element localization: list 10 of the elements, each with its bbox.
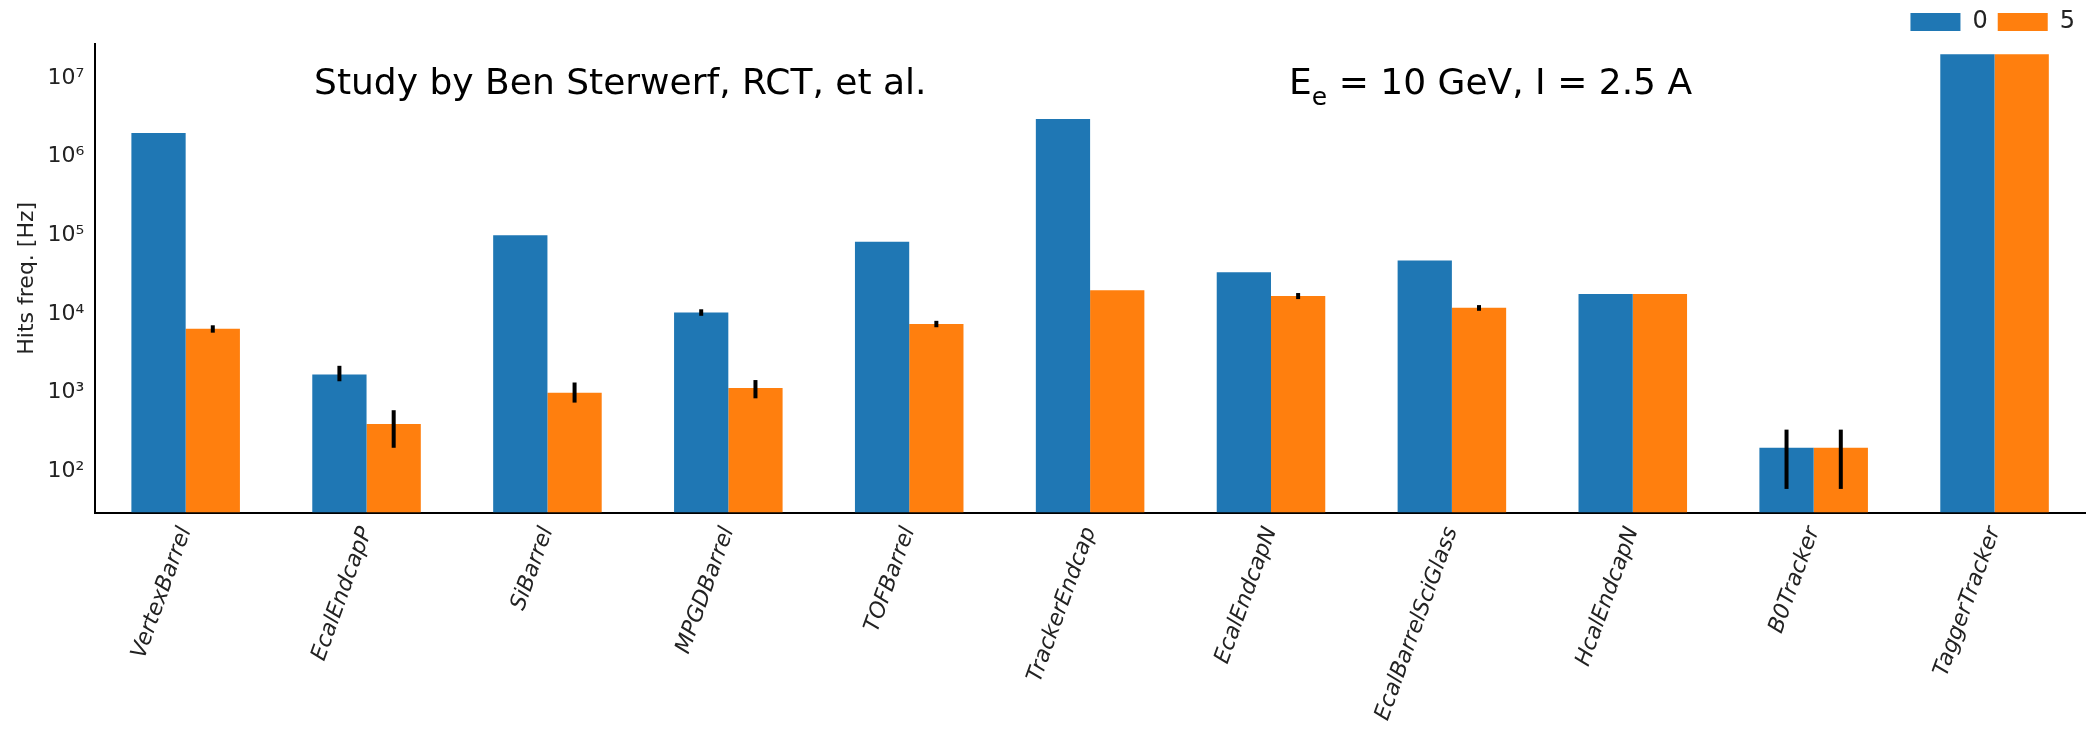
y-tick-label: 10³ <box>47 378 85 404</box>
y-tick-label: 10⁵ <box>47 221 85 247</box>
legend-label: 0 <box>1972 6 1988 35</box>
y-tick-label: 10⁶ <box>47 142 85 168</box>
y-axis-title: Hits freq. [Hz] <box>12 201 38 355</box>
y-tick-label: 10² <box>47 457 85 483</box>
annotation: Study by Ben Sterwerf, RCT, et al. <box>314 61 927 102</box>
legend-label: 5 <box>2059 6 2076 35</box>
y-tick-label: 10⁷ <box>47 63 85 89</box>
y-tick-label: 10⁴ <box>47 299 85 325</box>
